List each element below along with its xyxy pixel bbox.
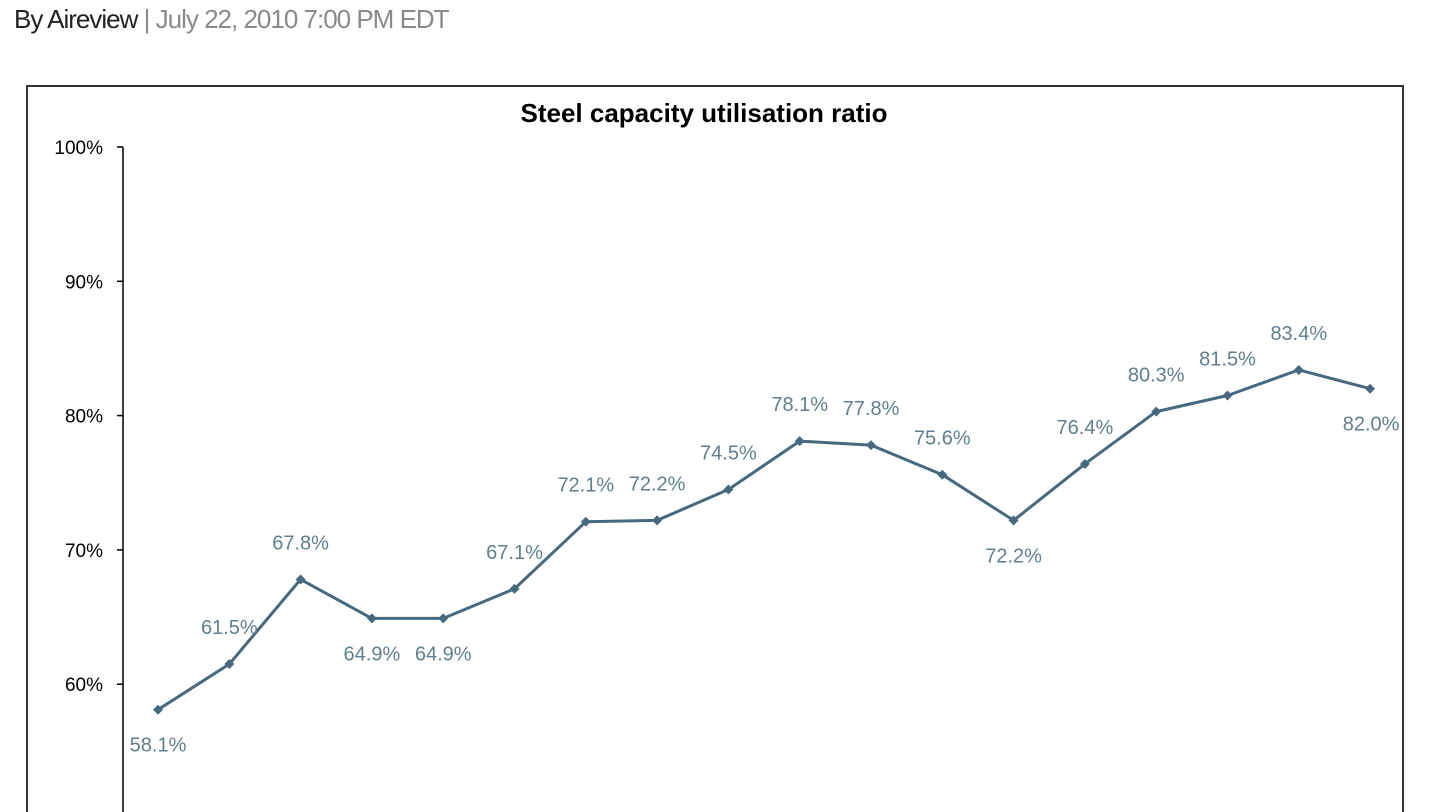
data-point-marker [580, 516, 591, 527]
data-label: 72.2% [629, 473, 686, 495]
data-point-marker [1222, 390, 1233, 401]
data-label: 61.5% [201, 617, 258, 639]
byline-date: July 22, 2010 7:00 PM EDT [155, 4, 450, 34]
data-label: 58.1% [130, 735, 187, 757]
byline-separator: | [143, 4, 151, 34]
data-label-layer: 58.1% 61.5% 67.8% 64.9% 64.9% 67.1% 72.1% 72.2%… [130, 323, 1400, 757]
data-label: 78.1% [771, 394, 828, 416]
data-label: 82.0% [1343, 414, 1400, 436]
y-tick-label: 50% [65, 810, 103, 812]
data-point-marker [438, 613, 449, 624]
data-point-marker [509, 583, 520, 594]
byline-prefix: By [14, 4, 43, 34]
data-label: 67.1% [486, 542, 543, 564]
data-point-marker [1079, 458, 1090, 469]
chart-frame: Steel capacity utilisation ratio 50% 60% 7… [26, 85, 1404, 812]
data-point-marker [723, 484, 734, 495]
data-label: 77.8% [843, 398, 900, 420]
data-label: 80.3% [1128, 365, 1185, 387]
data-point-marker [366, 613, 377, 624]
byline-author[interactable]: Aireview [47, 4, 138, 34]
data-point-marker [153, 704, 163, 715]
data-point-marker [1365, 383, 1376, 394]
series-line [157, 368, 1371, 711]
y-tick-label: 60% [65, 675, 103, 696]
data-point-marker [1008, 515, 1019, 526]
y-tick-label: 70% [65, 541, 103, 562]
data-label: 64.9% [344, 643, 401, 665]
data-label: 81.5% [1199, 348, 1256, 370]
data-point-marker [1293, 364, 1304, 375]
data-label: 74.5% [700, 442, 757, 464]
data-label: 67.8% [272, 532, 329, 554]
data-point-marker [224, 659, 235, 670]
data-point-marker [794, 436, 805, 447]
y-axis: 50% 60% 70% 80% 90% 100% [54, 138, 124, 812]
data-label: 75.6% [914, 428, 971, 450]
data-label: 76.4% [1057, 417, 1114, 439]
data-label: 64.9% [415, 643, 472, 665]
data-label: 72.2% [985, 545, 1042, 567]
y-tick-label: 80% [65, 407, 103, 428]
line-chart: Steel capacity utilisation ratio 50% 60% 7… [54, 98, 1400, 812]
data-label: 72.1% [557, 475, 614, 497]
article-byline: By Aireview | July 22, 2010 7:00 PM EDT [14, 4, 450, 35]
data-point-marker [295, 574, 306, 585]
y-tick-label: 100% [54, 138, 103, 159]
chart-title: Steel capacity utilisation ratio [521, 98, 888, 128]
data-point-marker [866, 440, 876, 451]
data-point-marker [1151, 406, 1162, 417]
data-point-marker [652, 515, 663, 526]
data-label: 83.4% [1270, 323, 1327, 345]
y-tick-label: 90% [65, 272, 103, 293]
series-layer [153, 364, 1376, 715]
data-point-marker [937, 469, 948, 480]
